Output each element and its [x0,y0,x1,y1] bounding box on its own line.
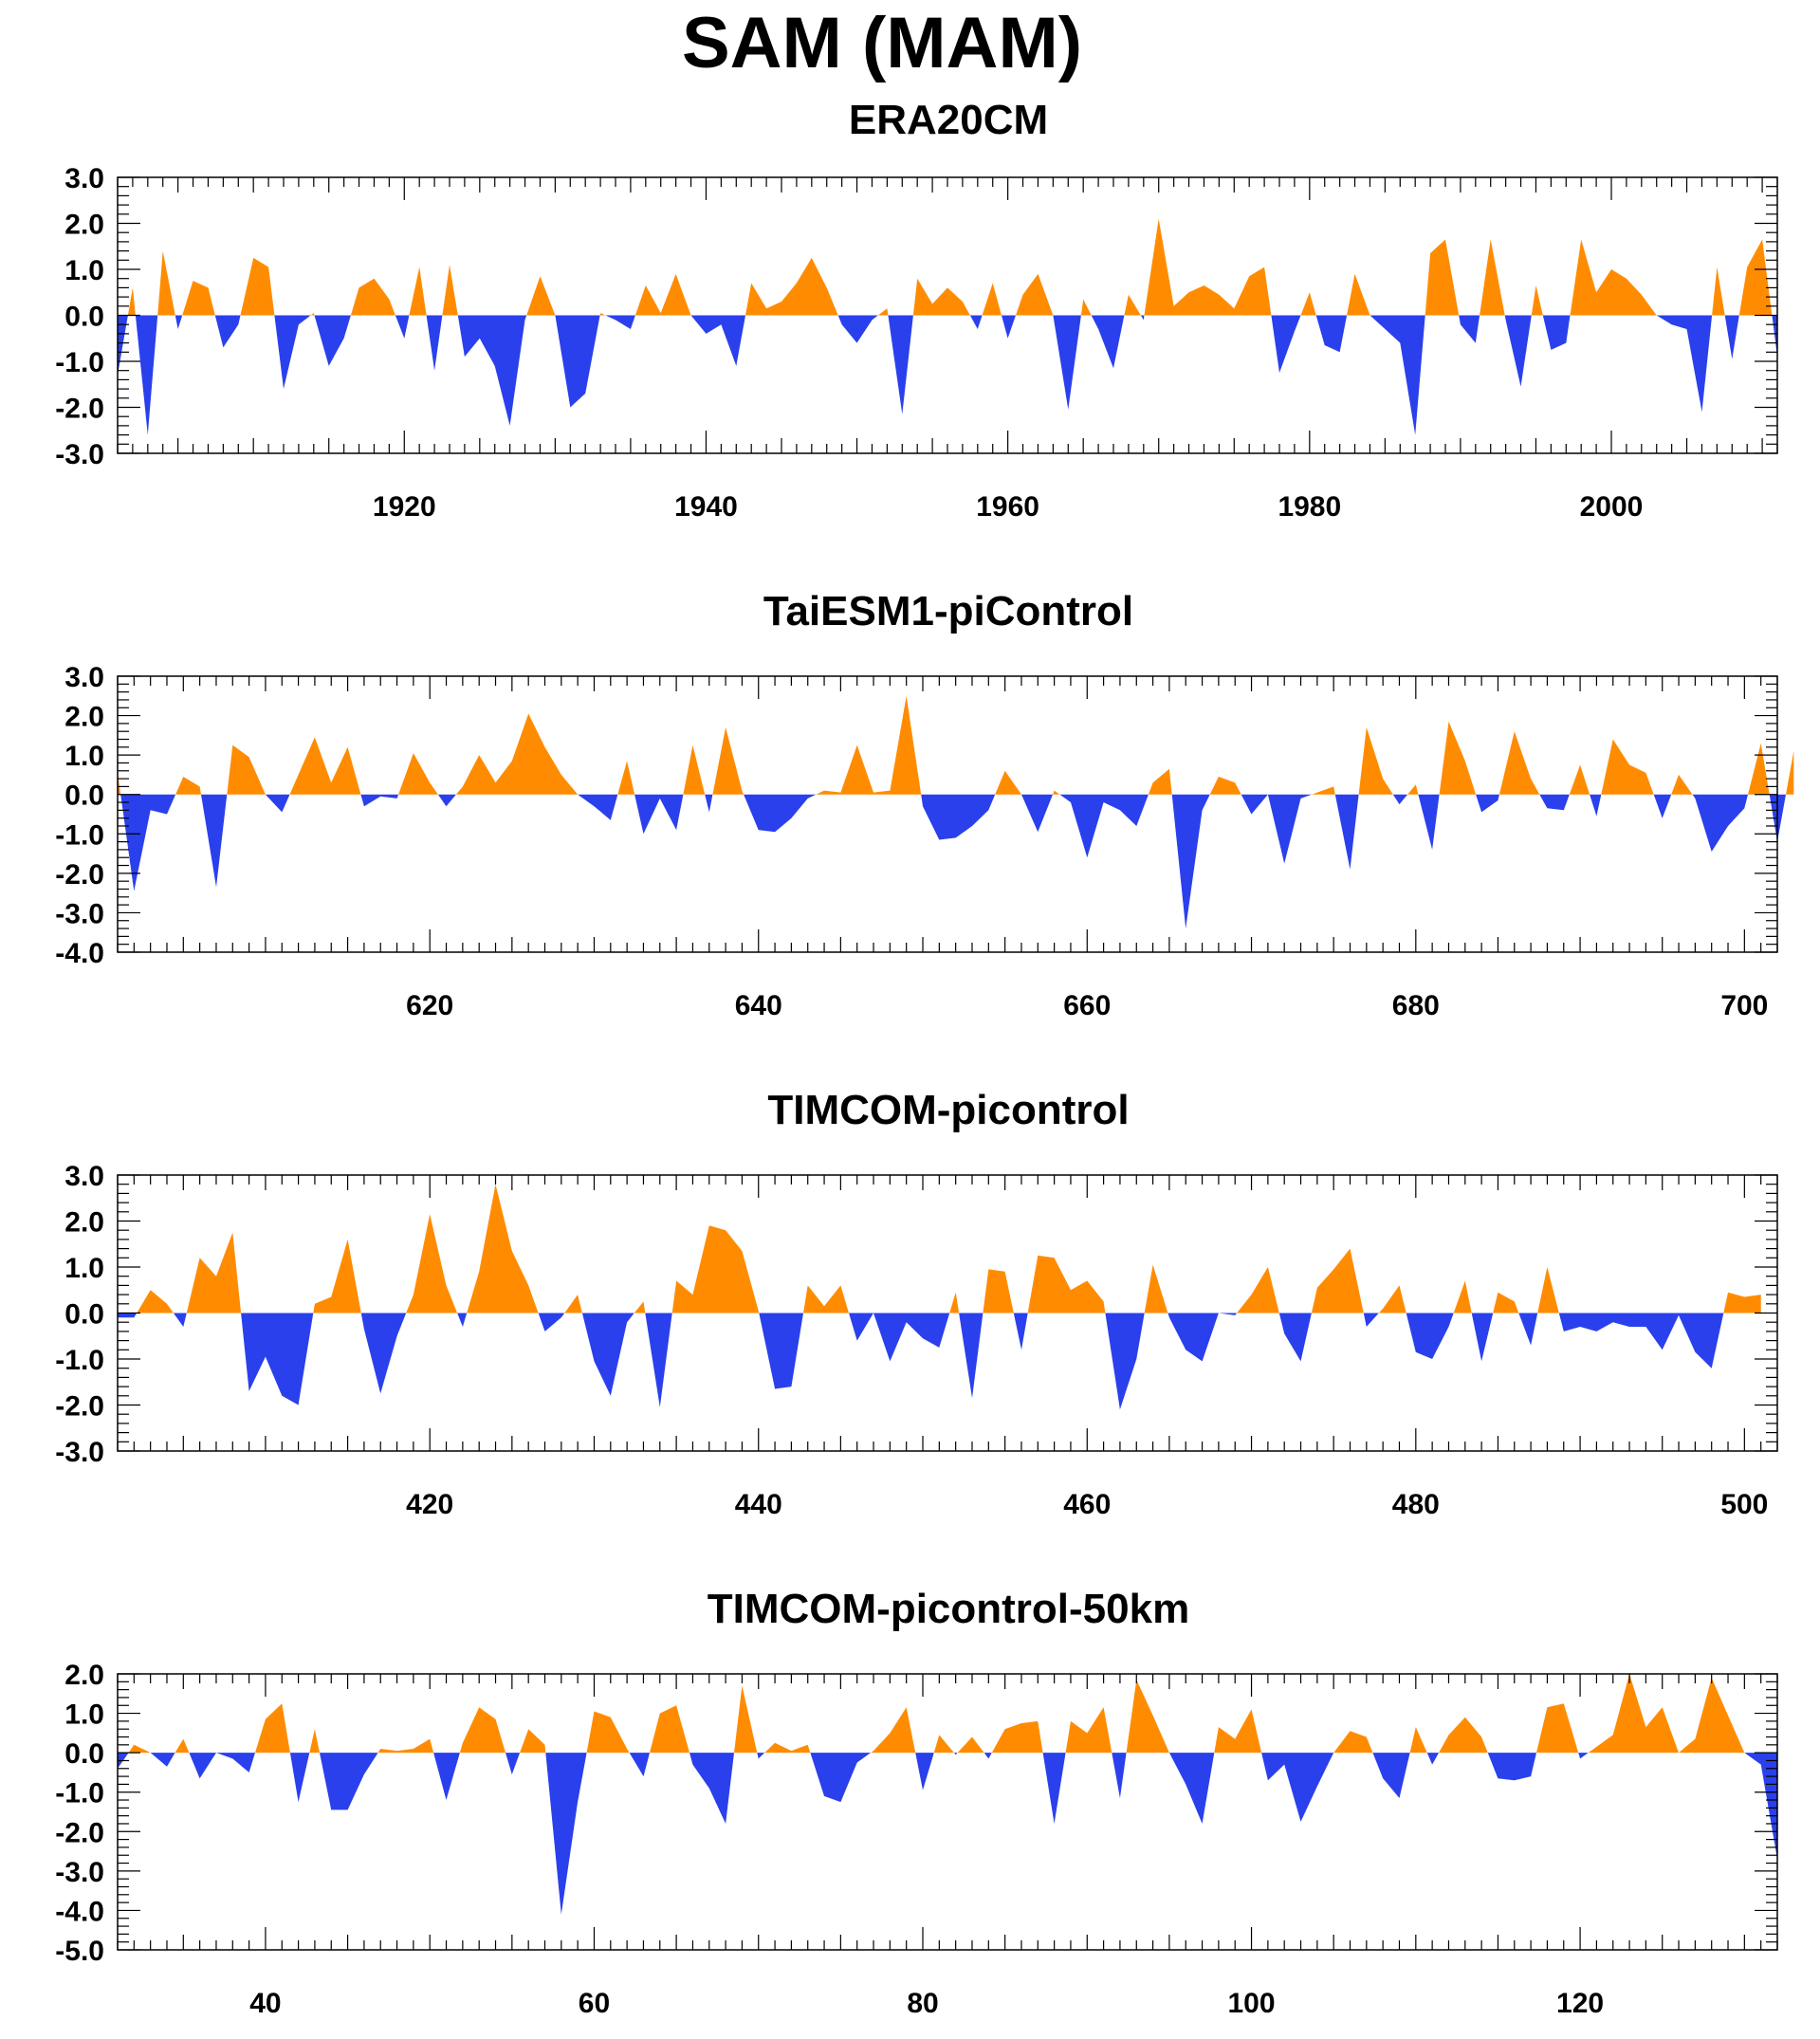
panel-title-2: TaiESM1-piControl [763,588,1134,634]
y-tick-label: 2.0 [64,210,104,241]
y-tick-label: -3.0 [55,1437,104,1468]
plot-frame-2 [117,675,1778,953]
positive-area-4 [128,1674,1745,1754]
x-tick-label: 120 [1556,1988,1604,2019]
positive-area-3 [137,1184,1761,1313]
y-tick-label: 1.0 [64,1253,104,1284]
y-tick-label: 2.0 [64,702,104,733]
x-tick-label: 1960 [976,491,1039,523]
x-tick-label: 1920 [373,491,436,523]
y-tick-label: -1.0 [55,347,104,378]
x-tick-label: 2000 [1580,491,1644,523]
y-tick-label: 2.0 [64,1207,104,1239]
y-tick-label: -1.0 [55,1778,104,1809]
x-tick-label: 500 [1720,1489,1768,1520]
panel-title-3: TIMCOM-picontrol [767,1087,1130,1133]
x-tick-label: 700 [1720,990,1768,1021]
panel-title-4: TIMCOM-picontrol-50km [707,1586,1190,1632]
positive-area-2 [118,695,1794,795]
y-tick-label: -2.0 [55,394,104,425]
x-tick-label: 440 [735,1489,782,1520]
y-tick-label: 3.0 [64,1161,104,1192]
x-tick-label: 660 [1063,990,1111,1021]
positive-area-1 [127,218,1773,316]
negative-area-2 [120,794,1787,929]
panel-1: 3.0 2.0 1.0 0.0 -1.0 -2.0 -3.0 1920 1940 1960 1980… [55,163,1778,523]
y-tick-label: -3.0 [55,439,104,470]
negative-area-4 [118,1753,1777,1915]
x-tick-label: 80 [907,1988,938,2019]
y-tick-label: -1.0 [55,819,104,851]
x-tick-label: 460 [1063,1489,1111,1520]
panel-3: 3.0 2.0 1.0 0.0 -1.0 -2.0 -3.0 420 440 460 480 500 [55,1161,1778,1520]
x-tick-label: 420 [406,1489,453,1520]
x-tick-label: 60 [579,1988,610,2019]
y-tick-label: -3.0 [55,898,104,929]
negative-area-1 [118,315,1777,435]
y-tick-label: -5.0 [55,1936,104,1967]
x-tick-label: 40 [249,1988,281,2019]
y-tick-label: 0.0 [64,781,104,812]
y-tick-label: -4.0 [55,938,104,969]
y-tick-label: -1.0 [55,1345,104,1376]
panel-2: 3.0 2.0 1.0 0.0 -1.0 -2.0 -3.0 -4.0 620 640 660 680… [55,662,1794,1021]
y-tick-label: 1.0 [64,1699,104,1731]
y-tick-label: -2.0 [55,1817,104,1848]
panel-title-1: ERA20CM [848,97,1049,143]
x-tick-label: 620 [406,990,453,1021]
negative-area-3 [118,1313,1724,1410]
y-tick-label: 3.0 [64,662,104,693]
y-tick-label: -3.0 [55,1857,104,1888]
y-tick-label: -4.0 [55,1896,104,1927]
y-tick-label: -2.0 [55,1391,104,1423]
panel-4: 2.0 1.0 0.0 -1.0 -2.0 -3.0 -4.0 -5.0 40 60 80 100 12… [55,1660,1778,2019]
y-tick-label: 0.0 [64,1738,104,1770]
x-tick-label: 1980 [1278,491,1341,523]
y-tick-label: -2.0 [55,859,104,891]
y-tick-label: 1.0 [64,255,104,286]
x-tick-label: 1940 [674,491,738,523]
y-tick-label: 3.0 [64,163,104,194]
y-tick-label: 0.0 [64,302,104,333]
main-title: SAM (MAM) [681,3,1083,83]
x-tick-label: 480 [1392,1489,1440,1520]
x-tick-label: 640 [735,990,782,1021]
x-tick-label: 680 [1392,990,1440,1021]
y-tick-label: 1.0 [64,741,104,772]
y-tick-label: 2.0 [64,1660,104,1691]
plot-frame-4 [117,1673,1778,1951]
y-tick-label: 0.0 [64,1299,104,1331]
x-tick-label: 100 [1228,1988,1276,2019]
